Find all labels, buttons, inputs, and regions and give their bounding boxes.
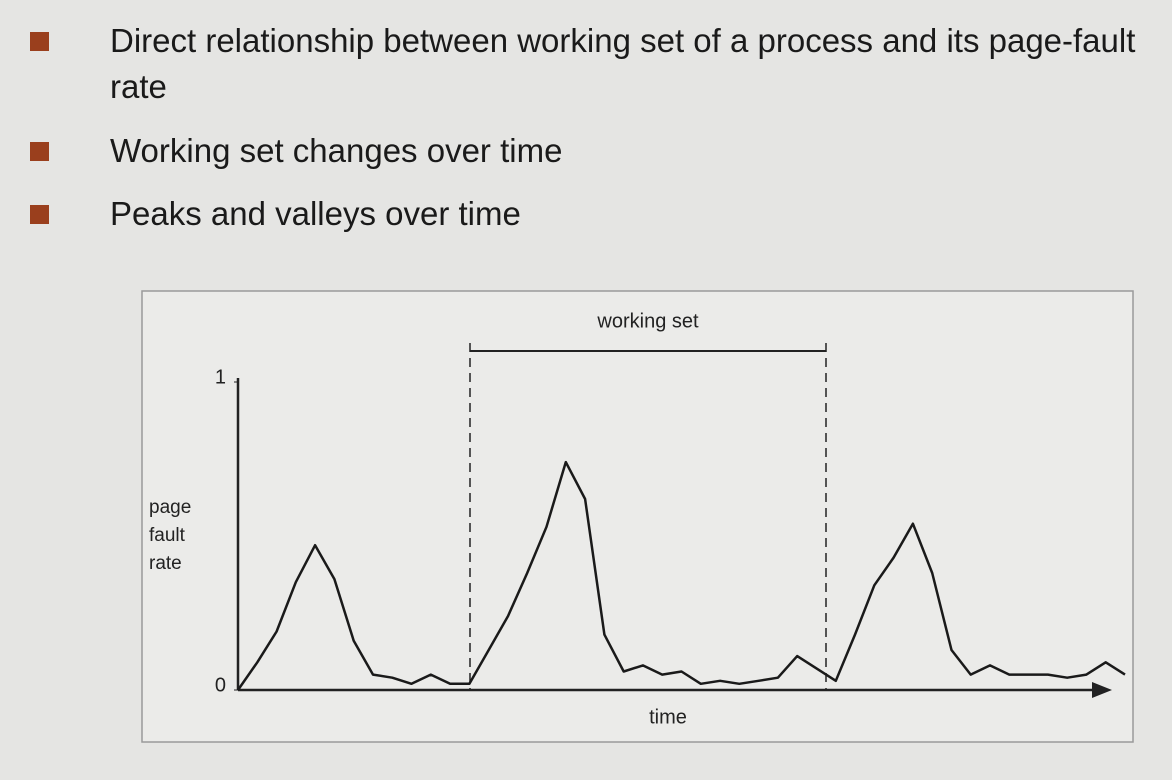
chart-frame bbox=[141, 290, 1134, 743]
x-axis-label: time bbox=[649, 706, 687, 728]
y-tick-label: 0 bbox=[215, 674, 226, 696]
bullet-text: Working set changes over time bbox=[110, 132, 563, 169]
x-axis-arrow bbox=[1092, 682, 1112, 698]
line bbox=[236, 460, 1126, 691]
y-tick-label: 1 bbox=[215, 366, 226, 388]
bullet-marker bbox=[30, 205, 49, 224]
y-axis-label: page fault rate bbox=[149, 497, 192, 574]
bullet-marker bbox=[30, 142, 49, 161]
bullet-text: Direct relationship between working set … bbox=[110, 22, 1136, 105]
bullet-marker bbox=[30, 32, 49, 51]
bullet-text: Peaks and valleys over time bbox=[110, 195, 521, 232]
annotation: working set bbox=[596, 310, 699, 332]
